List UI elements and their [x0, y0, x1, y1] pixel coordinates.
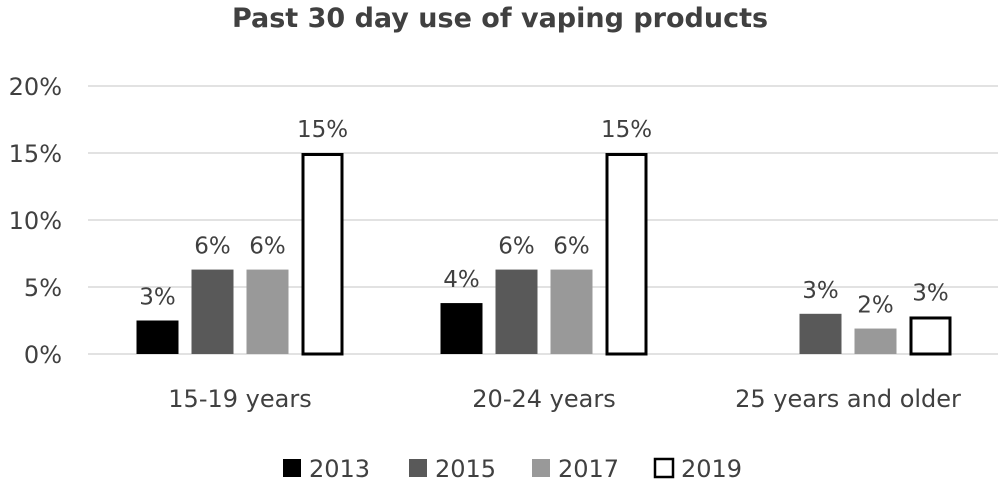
legend-label-2015: 2015	[435, 455, 496, 483]
data-label-2019-2: 15%	[601, 117, 652, 143]
gridlines	[88, 85, 998, 355]
bar-2019-1	[301, 153, 344, 356]
chart-title: Past 30 day use of vaping products	[232, 3, 768, 34]
bar-2019-3	[909, 316, 952, 356]
category-label: 25 years and older	[735, 385, 961, 413]
category-label: 20-24 years	[472, 385, 615, 413]
data-label-2013-1: 3%	[139, 285, 176, 311]
bar-2015-3	[799, 313, 842, 354]
data-label-2015-2: 6%	[498, 234, 535, 260]
legend-swatch-2013	[283, 459, 301, 477]
data-label-2019-1: 15%	[297, 117, 348, 143]
category-label: 15-19 years	[168, 385, 311, 413]
bar-2015-2	[495, 269, 538, 354]
y-tick-label: 20%	[9, 73, 62, 101]
y-tick-label: 0%	[24, 341, 62, 369]
data-label-2015-3: 3%	[802, 278, 839, 304]
legend-swatch-2015	[409, 459, 427, 477]
y-tick-label: 5%	[24, 274, 62, 302]
bar-2015-1	[191, 269, 234, 354]
legend-swatch-2019	[653, 457, 675, 479]
legend-label-2017: 2017	[558, 455, 619, 483]
bar-2019-2	[605, 153, 648, 356]
bar-2017-1	[246, 269, 289, 354]
bar-2017-2	[550, 269, 593, 354]
legend-swatch-2017	[532, 459, 550, 477]
y-tick-label: 15%	[9, 140, 62, 168]
data-label-2013-2: 4%	[443, 267, 480, 293]
bar-2017-3	[854, 328, 897, 354]
x-axis-categories: 15-19 years 20-24 years 25 years and older	[168, 385, 961, 413]
data-label-2017-2: 6%	[553, 234, 590, 260]
y-axis-ticks: 0% 5% 10% 15% 20%	[9, 73, 62, 369]
bars	[136, 153, 952, 356]
bar-2013-2	[440, 303, 483, 354]
legend-label-2013: 2013	[309, 455, 370, 483]
y-tick-label: 10%	[9, 207, 62, 235]
legend-label-2019: 2019	[681, 455, 742, 483]
data-label-2017-1: 6%	[249, 234, 286, 260]
data-label-2019-3: 3%	[912, 280, 949, 306]
data-label-2017-3: 2%	[857, 293, 894, 319]
bar-2013-1	[136, 320, 179, 354]
data-label-2015-1: 6%	[194, 234, 231, 260]
data-labels: 3% 6% 6% 15% 4% 6% 6% 15% 3% 2% 3%	[139, 117, 949, 319]
legend: 2013 2015 2017 2019	[283, 455, 742, 483]
